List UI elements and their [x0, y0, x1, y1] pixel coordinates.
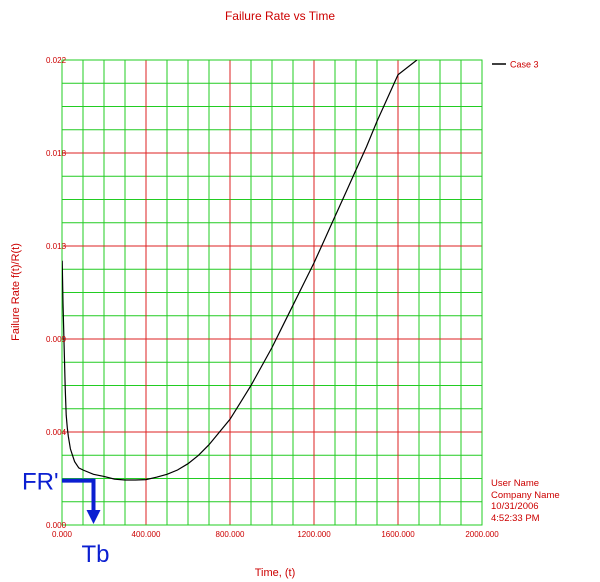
tb-label: Tb: [82, 541, 110, 568]
x-tick-label: 400.000: [132, 530, 161, 539]
info-company-name: Company Name: [491, 489, 560, 501]
x-axis-label: Time, (t): [255, 567, 296, 579]
x-tick-label: 1600.000: [381, 530, 415, 539]
y-tick-label: 0.013: [46, 242, 67, 251]
x-tick-label: 0.000: [52, 530, 73, 539]
y-tick-label: 0.009: [46, 335, 67, 344]
info-user-name: User Name: [491, 478, 540, 489]
plot-frame: [61, 59, 483, 526]
x-tick-label: 800.000: [216, 530, 245, 539]
y-tick-label: 0.018: [46, 149, 67, 158]
legend-label-case-3: Case 3: [510, 60, 539, 70]
info-box: User Name Company Name 10/31/2006 4:52:3…: [491, 478, 560, 524]
series-line-case-3: [62, 60, 418, 481]
fr-prime-label: FR': [22, 469, 59, 496]
y-tick-label: 0.022: [46, 56, 67, 65]
y-tick-labels: 0.000 0.004 0.009 0.013 0.018 0.022: [46, 56, 67, 530]
y-axis-label: Failure Rate f(t)/R(t): [10, 243, 22, 341]
x-tick-labels: 0.000 400.000 800.000 1200.000 1600.000 2000.…: [52, 530, 499, 539]
y-tick-label: 0.000: [46, 521, 67, 530]
y-tick-label: 0.004: [46, 428, 67, 437]
x-tick-label: 2000.000: [465, 530, 499, 539]
annotations: FR' Tb: [22, 469, 110, 568]
legend: Case 3: [492, 60, 539, 70]
info-date: 10/31/2006: [491, 501, 539, 512]
chart-title: Failure Rate vs Time: [225, 9, 335, 23]
plot-area: [61, 59, 483, 526]
tb-arrow-head: [86, 510, 101, 524]
info-time: 4:52:33 PM: [491, 512, 540, 524]
x-tick-label: 1200.000: [297, 530, 331, 539]
